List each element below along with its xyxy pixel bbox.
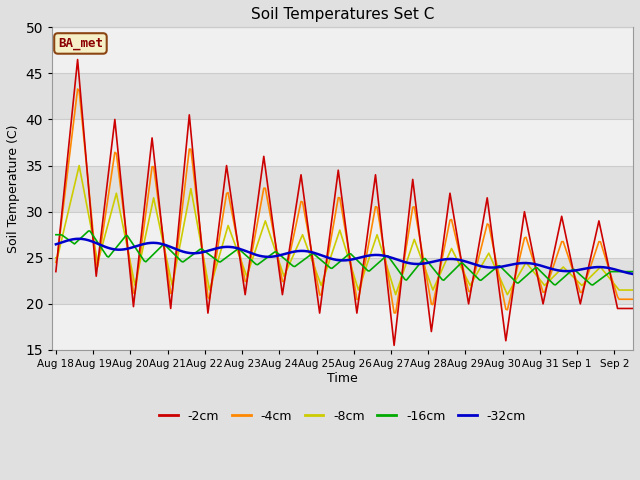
Legend: -2cm, -4cm, -8cm, -16cm, -32cm: -2cm, -4cm, -8cm, -16cm, -32cm — [154, 405, 531, 428]
Bar — [52, 304, 633, 350]
Bar — [52, 258, 633, 304]
Bar — [52, 212, 633, 258]
X-axis label: Time: Time — [327, 372, 358, 385]
Y-axis label: Soil Temperature (C): Soil Temperature (C) — [7, 124, 20, 253]
Bar — [52, 27, 633, 73]
Bar — [52, 73, 633, 120]
Bar — [52, 120, 633, 166]
Bar — [52, 166, 633, 212]
Title: Soil Temperatures Set C: Soil Temperatures Set C — [251, 7, 435, 22]
Text: BA_met: BA_met — [58, 37, 103, 50]
